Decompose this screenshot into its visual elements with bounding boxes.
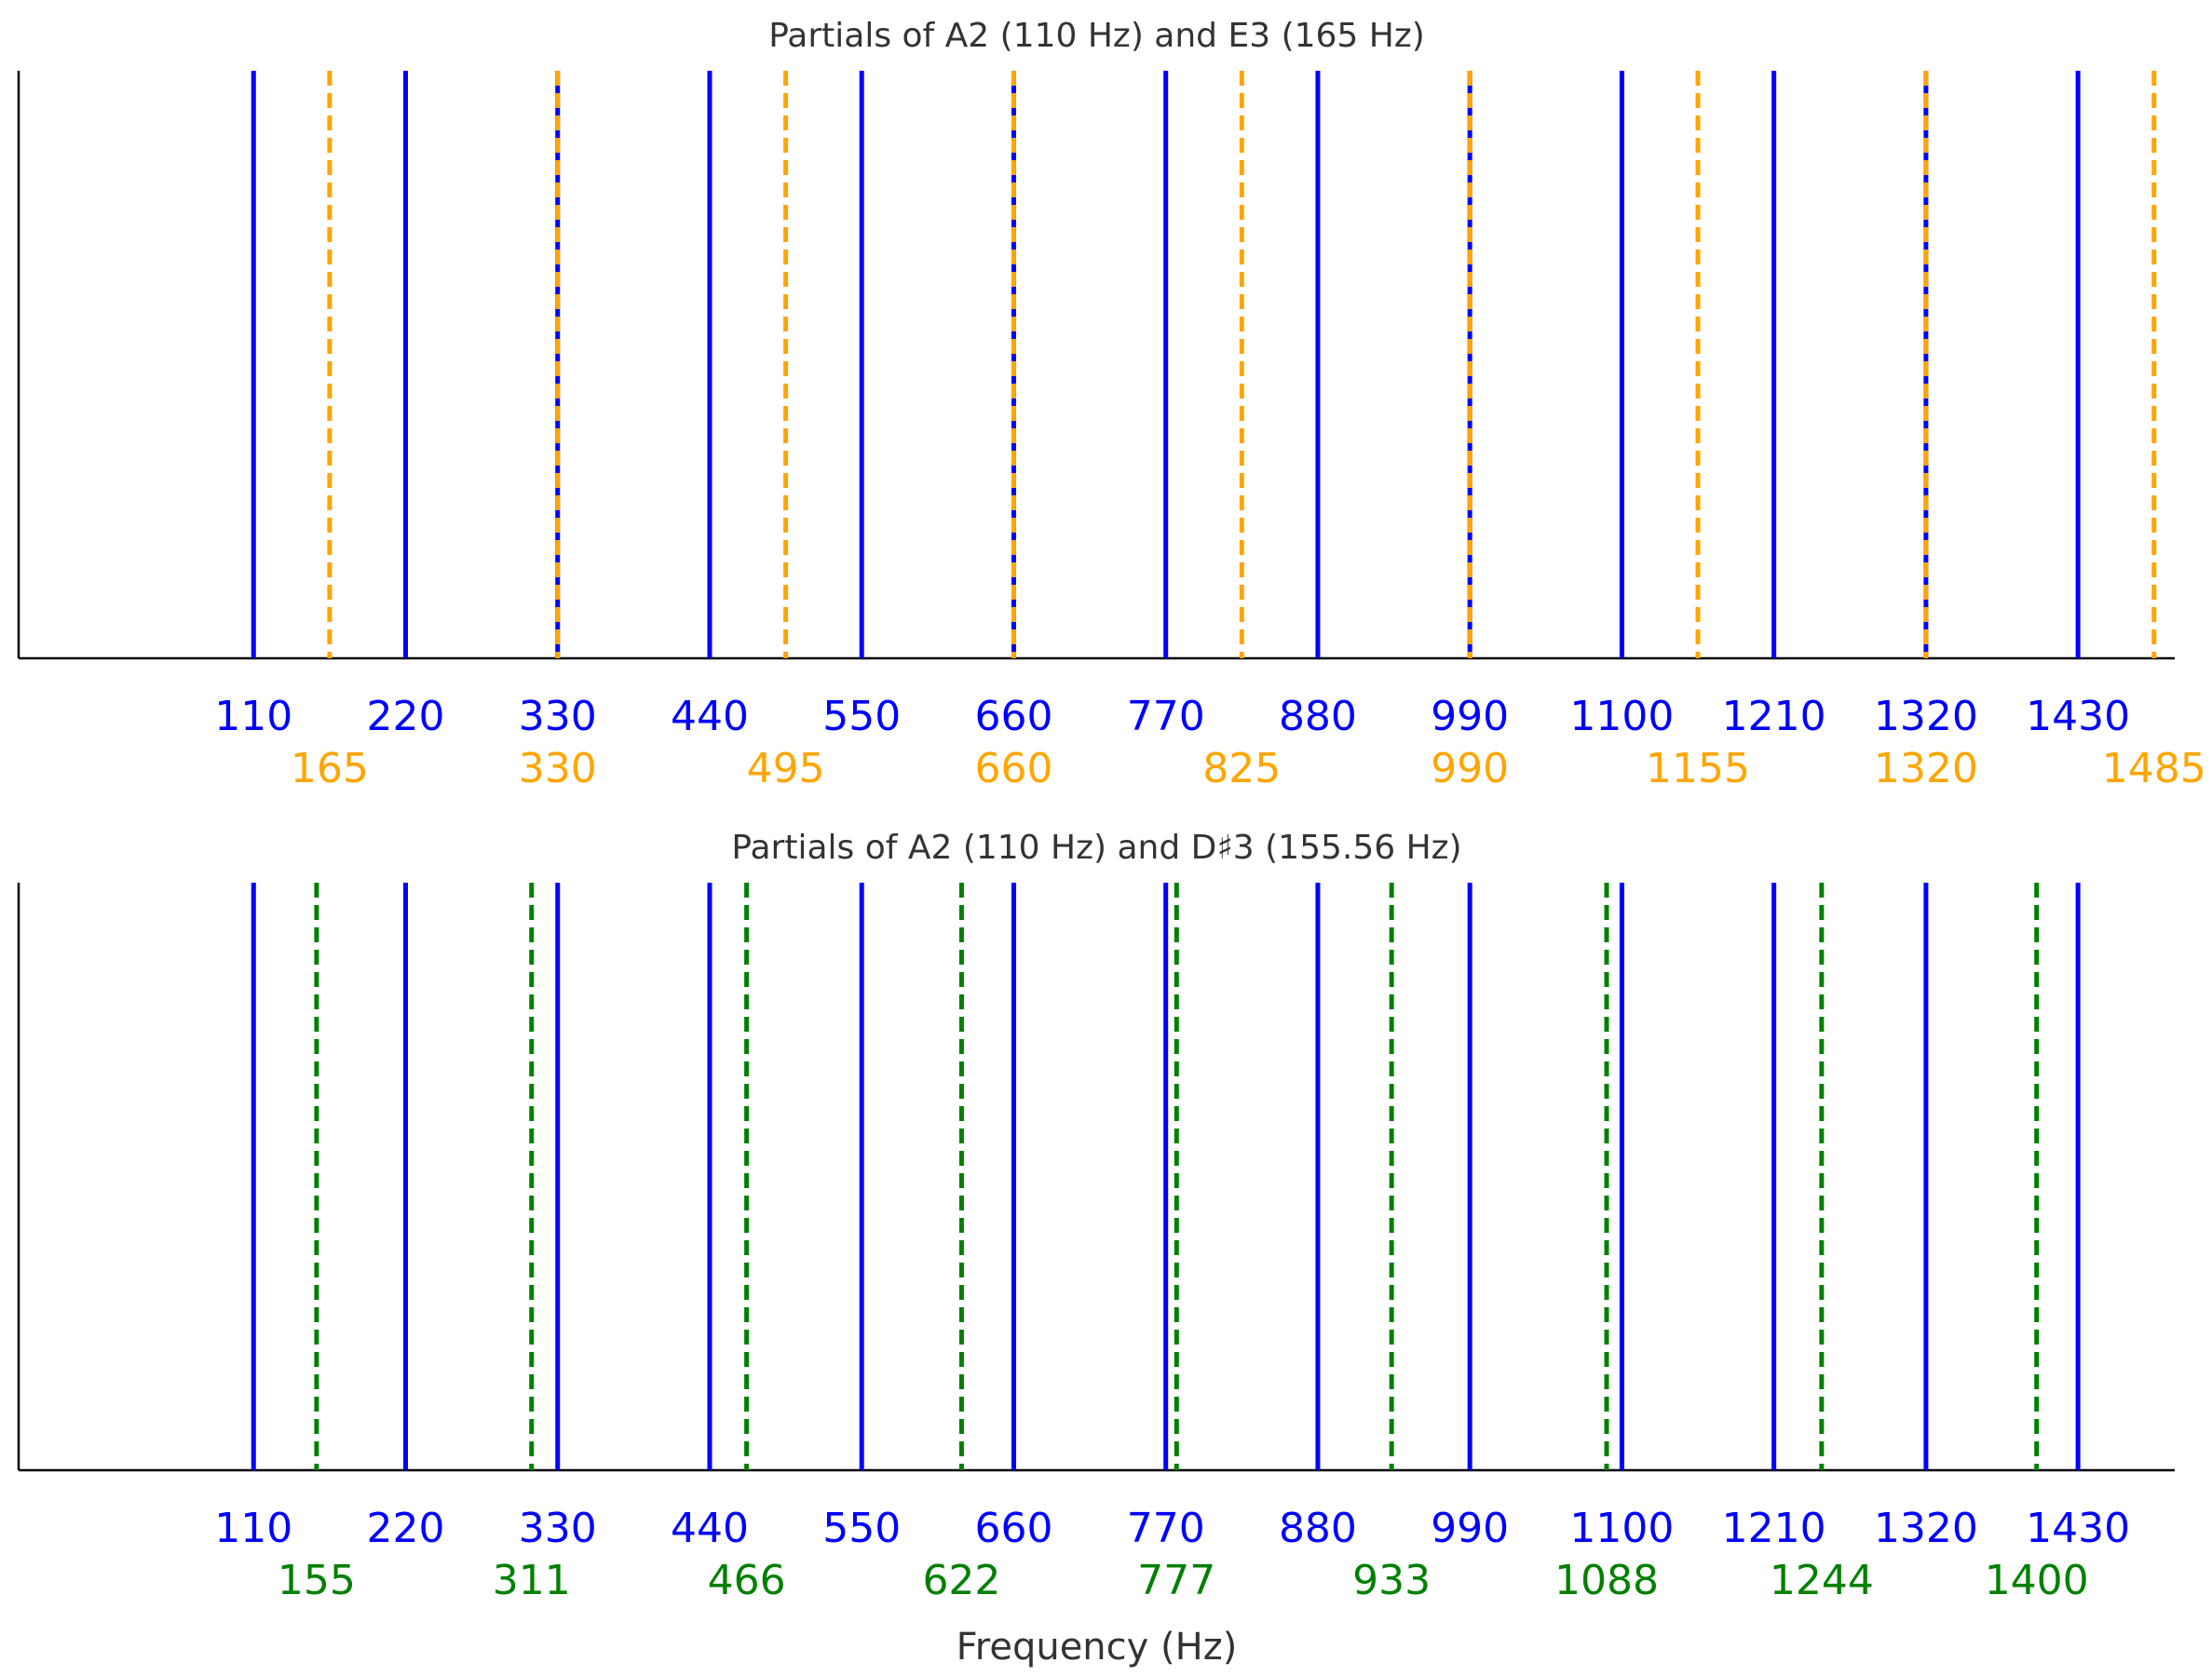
tick-label-dsharp3-2: 311 bbox=[493, 1557, 571, 1604]
tick-label-a2-6: 660 bbox=[974, 1505, 1052, 1552]
tick-label-e3-7: 1155 bbox=[1646, 745, 1750, 792]
tick-label-a2-9: 990 bbox=[1431, 1505, 1509, 1552]
top-panel-title: Partials of A2 (110 Hz) and E3 (165 Hz) bbox=[768, 17, 1425, 55]
tick-label-dsharp3-3: 466 bbox=[708, 1557, 786, 1604]
tick-label-a2-11: 1210 bbox=[1722, 1505, 1826, 1552]
tick-label-a2-10: 1100 bbox=[1569, 693, 1674, 740]
tick-label-dsharp3-7: 1088 bbox=[1554, 1557, 1659, 1604]
tick-label-a2-7: 770 bbox=[1127, 1505, 1205, 1552]
bottom-panel-title: Partials of A2 (110 Hz) and D♯3 (155.56 … bbox=[731, 829, 1461, 867]
tick-label-e3-5: 825 bbox=[1202, 745, 1281, 792]
tick-label-a2-3: 330 bbox=[519, 693, 597, 740]
tick-label-a2-4: 440 bbox=[671, 693, 749, 740]
tick-label-a2-6: 660 bbox=[974, 693, 1052, 740]
tick-label-a2-1: 110 bbox=[214, 693, 292, 740]
tick-label-dsharp3-9: 1400 bbox=[1985, 1557, 2089, 1604]
x-axis-label: Frequency (Hz) bbox=[957, 1626, 1238, 1669]
tick-label-e3-2: 330 bbox=[519, 745, 597, 792]
tick-label-dsharp3-6: 933 bbox=[1352, 1557, 1431, 1604]
tick-label-a2-9: 990 bbox=[1431, 693, 1509, 740]
tick-label-e3-6: 990 bbox=[1431, 745, 1509, 792]
tick-label-e3-8: 1320 bbox=[1874, 745, 1978, 792]
tick-label-e3-4: 660 bbox=[974, 745, 1052, 792]
tick-label-a2-5: 550 bbox=[822, 1505, 901, 1552]
bottom-panel-partial-lines bbox=[251, 883, 2081, 1470]
tick-label-a2-5: 550 bbox=[822, 693, 901, 740]
tick-label-a2-12: 1320 bbox=[1874, 1505, 1978, 1552]
tick-label-dsharp3-1: 155 bbox=[278, 1557, 356, 1604]
top-panel: Partials of A2 (110 Hz) and E3 (165 Hz) … bbox=[17, 17, 2206, 792]
bottom-panel-tick-labels: 110 220 330 440 550 660 770 880 990 1100 1210 1320 1… bbox=[214, 1505, 2130, 1604]
tick-label-a2-1: 110 bbox=[214, 1505, 292, 1552]
tick-label-e3-3: 495 bbox=[747, 745, 825, 792]
top-panel-partial-lines bbox=[251, 71, 2157, 658]
tick-label-a2-13: 1430 bbox=[2026, 693, 2130, 740]
tick-label-dsharp3-8: 1244 bbox=[1770, 1557, 1874, 1604]
top-panel-tick-labels: 110 220 330 440 550 660 770 880 990 1100 1210 1320 1… bbox=[214, 693, 2205, 792]
tick-label-e3-1: 165 bbox=[291, 745, 369, 792]
tick-label-dsharp3-4: 622 bbox=[922, 1557, 1000, 1604]
tick-label-a2-12: 1320 bbox=[1874, 693, 1978, 740]
tick-label-dsharp3-5: 777 bbox=[1137, 1557, 1215, 1604]
tick-label-a2-8: 880 bbox=[1279, 1505, 1357, 1552]
tick-label-a2-2: 220 bbox=[367, 1505, 445, 1552]
tick-label-a2-2: 220 bbox=[367, 693, 445, 740]
tick-label-a2-4: 440 bbox=[671, 1505, 749, 1552]
tick-label-a2-7: 770 bbox=[1127, 693, 1205, 740]
tick-label-a2-11: 1210 bbox=[1722, 693, 1826, 740]
bottom-panel: Partials of A2 (110 Hz) and D♯3 (155.56 … bbox=[17, 829, 2175, 1604]
tick-label-a2-13: 1430 bbox=[2026, 1505, 2130, 1552]
tick-label-a2-8: 880 bbox=[1279, 693, 1357, 740]
tick-label-a2-3: 330 bbox=[519, 1505, 597, 1552]
tick-label-e3-9: 1485 bbox=[2102, 745, 2206, 792]
tick-label-a2-10: 1100 bbox=[1569, 1505, 1674, 1552]
